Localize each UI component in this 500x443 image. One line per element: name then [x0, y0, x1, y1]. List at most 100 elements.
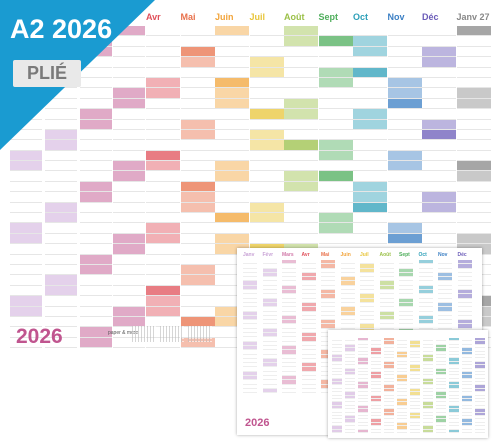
sheet-month-header: Févr	[262, 252, 274, 258]
sheet-day-row	[340, 294, 355, 299]
sheet-day-row	[360, 286, 374, 291]
sheet-day-row	[301, 355, 316, 359]
sheet-day-row	[345, 430, 355, 433]
day-row	[180, 307, 215, 317]
sheet-day-row	[423, 352, 433, 355]
sheet-day-row	[410, 382, 420, 386]
sheet-day-row	[410, 385, 420, 389]
day-row	[80, 296, 112, 307]
sheet-day-row	[262, 277, 277, 282]
sheet-day-row	[397, 430, 407, 433]
day-row	[215, 140, 249, 151]
day-row	[353, 130, 387, 141]
day-row	[318, 26, 353, 37]
day-row	[146, 338, 180, 349]
sheet-day-row	[243, 376, 257, 381]
sheet-day-row	[301, 302, 316, 308]
day-row	[249, 99, 284, 110]
sheet-day-row	[282, 355, 296, 359]
sheet-day-row	[399, 298, 413, 303]
day-row	[353, 46, 387, 58]
day-row	[180, 192, 215, 203]
sheet-day-row	[423, 385, 433, 389]
sheet-day-row	[262, 328, 277, 334]
day-row	[215, 68, 249, 78]
sheet-day-row	[438, 281, 452, 286]
sheet-day-row	[397, 399, 407, 403]
sheet-day-row	[282, 350, 296, 355]
sheet-day-row	[410, 426, 420, 430]
day-row	[10, 192, 42, 203]
sheet-day-row	[371, 358, 381, 362]
day-row	[180, 151, 215, 162]
day-row	[215, 109, 249, 120]
sheet-day-row	[410, 365, 420, 369]
day-row	[10, 296, 42, 307]
day-row	[10, 327, 42, 338]
sheet-day-row	[449, 402, 459, 406]
sheet-day-row	[462, 389, 472, 393]
sheet-day-row	[399, 312, 413, 316]
sheet-day-row	[399, 260, 413, 265]
day-row	[456, 47, 491, 58]
sheet-day-row	[358, 409, 368, 413]
sheet-day-row	[384, 379, 394, 383]
sheet-day-row	[345, 379, 355, 383]
day-row	[422, 182, 456, 193]
day-row	[215, 26, 249, 37]
sheet-day-row	[301, 346, 316, 351]
sheet-day-row	[340, 260, 355, 265]
sheet-day-row	[371, 426, 381, 430]
day-row	[113, 161, 145, 172]
day-row	[146, 171, 180, 182]
sheet-day-row	[462, 399, 472, 403]
sheet-month-column	[332, 338, 342, 433]
sheet-day-row	[423, 416, 433, 420]
sheet-month-header: Mai	[321, 252, 330, 258]
sheet-month-header: Mars	[282, 252, 294, 258]
sheet-day-row	[301, 269, 316, 273]
day-row	[387, 130, 422, 141]
day-row	[318, 192, 353, 203]
sheet-day-row	[449, 399, 459, 403]
sheet-day-row	[410, 338, 420, 342]
day-row	[387, 203, 422, 214]
sheet-day-row	[282, 277, 296, 282]
sheet-month-column	[397, 338, 407, 433]
sheet-month-column	[262, 260, 277, 394]
sheet-day-row	[340, 307, 355, 312]
sheet-day-row	[332, 399, 342, 403]
sheet-day-row	[243, 315, 257, 321]
sheet-day-row	[438, 324, 452, 329]
sheet-day-row	[438, 312, 452, 316]
sheet-day-row	[243, 303, 257, 308]
sheet-day-row	[345, 389, 355, 393]
day-row	[387, 57, 422, 68]
sheet-day-row	[243, 324, 257, 329]
sheet-day-row	[410, 372, 420, 376]
sheet-day-row	[399, 320, 413, 325]
day-row	[113, 265, 145, 276]
sheet-day-row	[475, 385, 485, 389]
sheet-day-row	[379, 307, 394, 312]
sheet-day-row	[384, 388, 394, 393]
sheet-day-row	[397, 338, 407, 342]
day-row	[10, 255, 42, 265]
sheet-day-row	[301, 294, 316, 299]
sheet-day-row	[449, 392, 459, 396]
sheet-day-row	[399, 277, 413, 282]
sheet-day-row	[449, 409, 459, 413]
sheet-day-row	[358, 372, 368, 376]
day-row	[318, 234, 353, 245]
sheet-day-row	[371, 430, 381, 433]
sheet-day-row	[282, 345, 296, 351]
day-row	[45, 317, 77, 328]
sheet-day-row	[399, 294, 413, 299]
sheet-day-row	[418, 303, 433, 308]
day-row	[353, 192, 387, 203]
day-row	[284, 78, 318, 89]
day-row	[10, 244, 42, 255]
day-row	[180, 78, 215, 89]
sheet-day-row	[243, 367, 257, 372]
day-row	[215, 47, 249, 58]
